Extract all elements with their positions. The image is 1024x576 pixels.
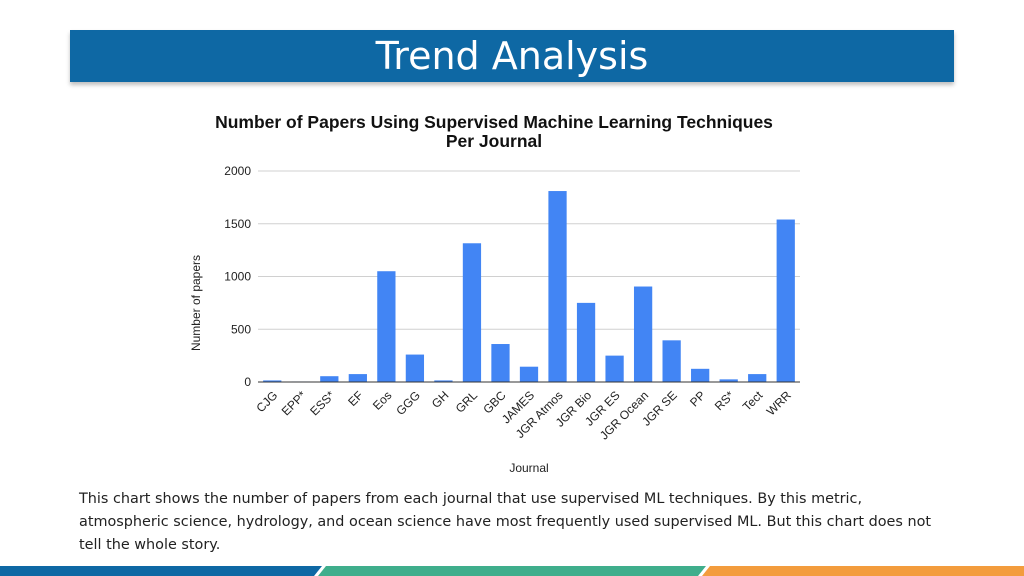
x-tick-label: WRR — [764, 388, 794, 418]
y-tick-label: 1000 — [224, 270, 251, 284]
chart-title-line: Per Journal — [446, 131, 542, 151]
bar — [263, 380, 282, 382]
footer-stripe-orange — [702, 566, 1024, 576]
slide-title: Trend Analysis — [375, 34, 649, 78]
bar — [576, 302, 596, 382]
x-axis-title: Journal — [509, 461, 548, 475]
bar — [548, 191, 567, 382]
bar — [462, 243, 482, 382]
chart-title-line: Number of Papers Using Supervised Machin… — [215, 112, 773, 132]
bar — [491, 344, 510, 382]
bar-chart: Number of Papers Using Supervised Machin… — [189, 112, 800, 475]
x-tick-label: Tect — [740, 388, 766, 414]
bar — [748, 374, 767, 382]
y-axis-title: Number of papers — [189, 255, 203, 351]
bar — [691, 368, 710, 382]
x-tick-label: RS* — [712, 388, 737, 413]
x-tick-label: EF — [345, 388, 366, 409]
bar — [776, 219, 795, 382]
bar — [320, 376, 339, 382]
x-tick-label: GRL — [453, 388, 481, 416]
y-tick-label: 500 — [231, 322, 251, 336]
footer-stripe-blue — [0, 566, 322, 576]
bar — [377, 271, 396, 382]
bar — [348, 374, 367, 382]
x-tick-label: PP — [687, 388, 708, 409]
bar — [519, 366, 539, 382]
x-tick-label: ESS* — [307, 388, 337, 418]
bar — [605, 355, 624, 382]
bar — [434, 380, 453, 382]
y-tick-label: 2000 — [224, 164, 251, 178]
x-tick-label: GGG — [393, 388, 423, 418]
footer-stripe-green — [318, 566, 706, 576]
x-tick-label: Eos — [370, 388, 395, 413]
slide-caption: This chart shows the number of papers fr… — [79, 491, 932, 553]
y-tick-label: 0 — [244, 375, 251, 389]
y-tick-label: 1500 — [224, 217, 251, 231]
x-tick-label: GH — [429, 388, 452, 411]
title-bar: Trend Analysis — [70, 30, 954, 82]
x-tick-label: EPP* — [279, 388, 309, 418]
bar — [719, 379, 738, 382]
bar — [633, 286, 653, 382]
bar — [405, 354, 425, 382]
x-tick-label: CJG — [254, 388, 281, 415]
bar — [662, 340, 681, 382]
